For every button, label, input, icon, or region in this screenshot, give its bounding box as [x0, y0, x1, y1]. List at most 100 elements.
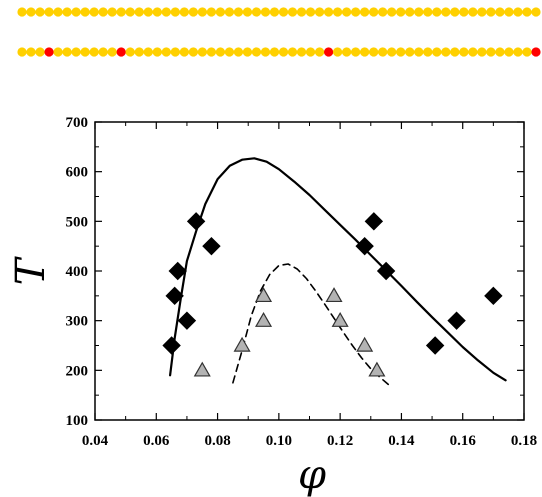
bead	[468, 47, 478, 57]
bead	[143, 7, 153, 17]
bead	[224, 47, 235, 57]
bead	[405, 7, 415, 17]
bead	[342, 7, 352, 17]
x-tick-label: 0.12	[327, 433, 353, 449]
bead	[53, 47, 63, 57]
bead	[44, 7, 54, 17]
bead	[387, 47, 397, 57]
bead	[423, 7, 433, 17]
bead	[152, 47, 162, 57]
bead	[333, 47, 343, 57]
bead	[414, 47, 424, 57]
bead	[233, 7, 244, 17]
bead	[170, 47, 180, 57]
bead	[170, 7, 180, 17]
bead	[278, 7, 289, 17]
bead	[206, 47, 216, 57]
bead	[296, 47, 307, 57]
bead	[206, 7, 216, 17]
bead-chain-strips	[17, 7, 541, 57]
bead	[314, 47, 325, 57]
bead	[215, 47, 225, 57]
bead	[450, 7, 460, 17]
bead	[107, 7, 117, 17]
bead	[360, 7, 370, 17]
bead	[269, 7, 280, 17]
y-tick-label: 400	[66, 264, 89, 280]
bead	[531, 7, 541, 17]
diamond-marker	[425, 336, 445, 355]
bead	[62, 7, 72, 17]
y-tick-label: 100	[66, 413, 89, 429]
y-tick-label: 300	[66, 314, 89, 330]
bead	[459, 7, 469, 17]
bead	[152, 7, 162, 17]
x-tick-label: 0.16	[450, 433, 477, 449]
diamond-marker	[162, 336, 181, 355]
bead	[441, 47, 451, 57]
fit-curves	[169, 157, 507, 386]
bead	[486, 7, 496, 17]
triangle-marker	[233, 336, 251, 352]
triangle-marker	[325, 287, 343, 303]
defect-bead	[323, 47, 334, 57]
bead	[486, 47, 496, 57]
x-axis-title: φ	[298, 452, 326, 497]
solid-curve	[169, 157, 507, 382]
x-tick-label: 0.10	[266, 433, 292, 449]
bead	[179, 47, 189, 57]
bead	[414, 7, 424, 17]
bead	[98, 47, 108, 57]
bead	[369, 7, 379, 17]
defect-bead	[531, 47, 541, 57]
bead	[387, 7, 397, 17]
bead	[459, 47, 469, 57]
bead	[71, 47, 81, 57]
bead	[53, 7, 63, 17]
bead	[342, 47, 352, 57]
y-tick-label: 700	[66, 115, 89, 131]
bead	[125, 47, 135, 57]
bead	[80, 7, 90, 17]
x-tick-label: 0.18	[511, 433, 537, 449]
bead	[188, 47, 198, 57]
bead	[360, 47, 370, 57]
bead	[405, 47, 415, 57]
y-tick-label: 200	[66, 363, 89, 379]
y-axis-title: T	[8, 255, 54, 285]
diamond-marker	[177, 311, 197, 330]
bead	[233, 47, 244, 57]
bead	[269, 47, 280, 57]
bead	[468, 7, 478, 17]
x-tick-label: 0.14	[388, 433, 415, 449]
diamond-marker	[447, 311, 466, 330]
diamond-marker	[168, 261, 187, 281]
triangle-marker	[193, 361, 211, 377]
plot-area: 0.04 0.06 0.08 0.10 0.12 0.14 0.16 0.18 100 200 30…	[66, 115, 538, 449]
bead	[242, 7, 253, 17]
diamond-marker	[364, 212, 384, 231]
bead	[98, 7, 108, 17]
bead	[305, 47, 316, 57]
bead	[215, 7, 225, 17]
bead	[35, 47, 45, 57]
bead	[62, 47, 72, 57]
bead	[188, 7, 198, 17]
x-tick-label: 0.08	[204, 433, 230, 449]
bead	[522, 7, 532, 17]
dashed-curve	[232, 263, 390, 386]
bead	[477, 7, 487, 17]
bead	[161, 47, 171, 57]
bead	[26, 47, 36, 57]
bead	[80, 47, 90, 57]
bead	[278, 47, 289, 57]
bead	[260, 47, 271, 57]
bead	[432, 7, 442, 17]
bead	[296, 7, 307, 17]
bead	[305, 7, 316, 17]
bead	[495, 7, 505, 17]
bead	[378, 7, 388, 17]
triangle-marker	[255, 287, 273, 303]
axis-ticks	[94, 121, 525, 421]
